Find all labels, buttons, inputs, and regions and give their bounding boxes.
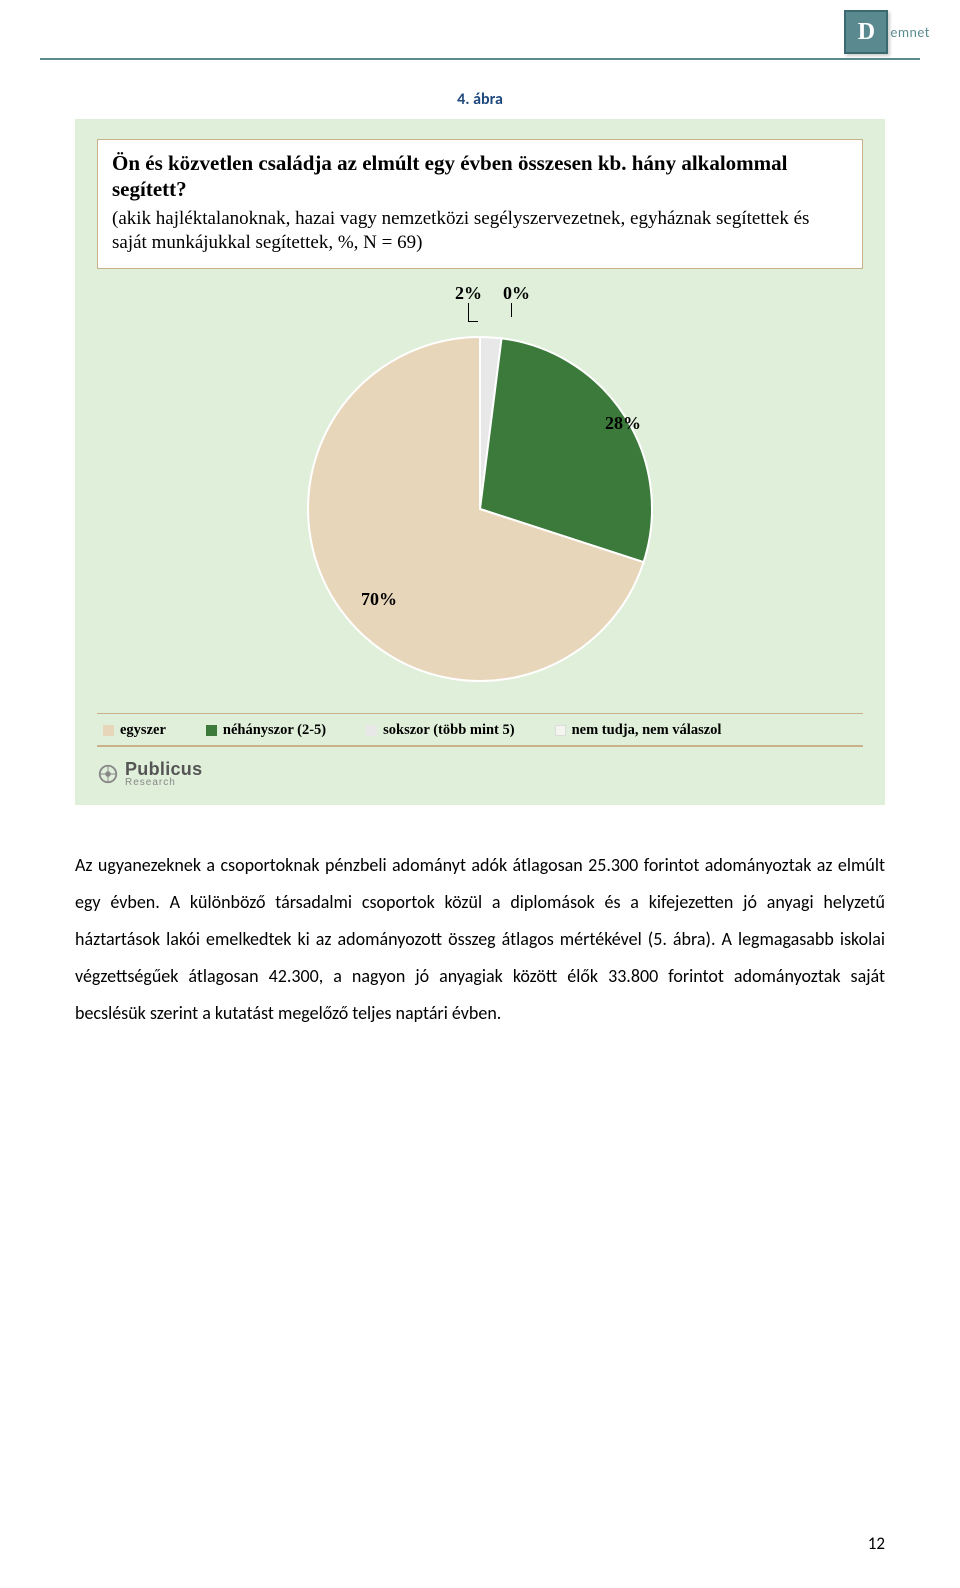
header-rule xyxy=(40,58,920,60)
chart-title-sub: (akik hajléktalanoknak, hazai vagy nemze… xyxy=(112,207,848,256)
legend-item-nehanyszor: néhányszor (2-5) xyxy=(206,722,326,739)
legend-label: nem tudja, nem válaszol xyxy=(572,722,722,739)
chart-legend: egyszer néhányszor (2-5) sokszor (több m… xyxy=(97,713,863,747)
body-paragraph: Az ugyanezeknek a csoportoknak pénzbeli … xyxy=(75,847,885,1031)
legend-item-nemtudja: nem tudja, nem válaszol xyxy=(555,722,722,739)
pie-svg xyxy=(100,279,860,699)
pct-label-28: 28% xyxy=(605,413,641,434)
header-brand: D emnet xyxy=(844,10,930,54)
legend-swatch-icon xyxy=(103,725,114,736)
pct-label-2: 2% xyxy=(455,283,482,304)
legend-item-egyszer: egyszer xyxy=(103,722,166,739)
chart-panel: Ön és közvetlen családja az elmúlt egy é… xyxy=(75,119,885,805)
pct-label-70: 70% xyxy=(361,589,397,610)
brand-logo-icon: D xyxy=(844,10,888,54)
legend-swatch-icon xyxy=(555,725,566,736)
publicus-brand: Publicus Research xyxy=(97,761,863,788)
chart-title-box: Ön és közvetlen családja az elmúlt egy é… xyxy=(97,139,863,269)
pie-chart: 2% 0% 28% 70% xyxy=(97,279,863,709)
legend-swatch-icon xyxy=(206,725,217,736)
leader-2pct-h xyxy=(468,321,478,322)
page-number: 12 xyxy=(868,1533,885,1554)
legend-label: néhányszor (2-5) xyxy=(223,722,326,739)
legend-label: egyszer xyxy=(120,722,166,739)
brand-text: emnet xyxy=(890,24,930,41)
legend-label: sokszor (több mint 5) xyxy=(383,722,514,739)
legend-item-sokszor: sokszor (több mint 5) xyxy=(366,722,514,739)
brand-line-1: emnet xyxy=(890,24,930,41)
publicus-main: Publicus xyxy=(125,761,202,778)
legend-swatch-icon xyxy=(366,725,377,736)
leader-2pct xyxy=(468,303,469,321)
publicus-icon xyxy=(97,763,119,785)
leader-0pct xyxy=(511,303,512,317)
figure-number: 4. ábra xyxy=(75,90,885,109)
pct-label-0pct: 0% xyxy=(503,283,530,304)
chart-title-main: Ön és közvetlen családja az elmúlt egy é… xyxy=(112,150,848,203)
publicus-sub: Research xyxy=(125,778,202,788)
